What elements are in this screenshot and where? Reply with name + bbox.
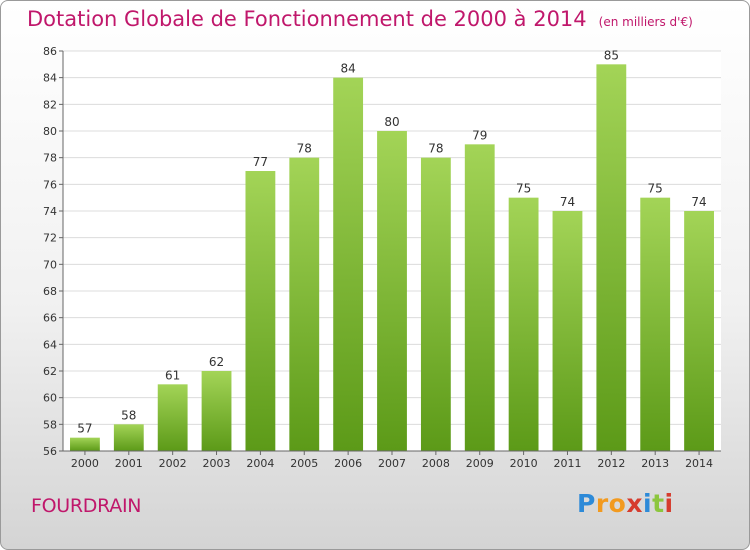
- bar-2000: [70, 437, 100, 451]
- logo-letter: t: [652, 489, 665, 518]
- y-tick-label: 76: [43, 178, 57, 191]
- x-tick-label: 2000: [71, 457, 99, 470]
- y-tick-label: 70: [43, 258, 57, 271]
- bar-2010: [508, 197, 539, 451]
- x-tick-label: 2009: [466, 457, 494, 470]
- data-label: 61: [165, 368, 180, 382]
- x-tick-label: 2010: [510, 457, 538, 470]
- x-tick-label: 2014: [685, 457, 713, 470]
- logo-letter: o: [608, 489, 627, 518]
- logo-letter: P: [577, 489, 596, 518]
- bar-2005: [289, 157, 320, 451]
- y-tick-label: 62: [43, 365, 57, 378]
- data-label: 75: [516, 182, 531, 196]
- y-tick-label: 78: [43, 152, 57, 165]
- axis-layer: 56 58 60 62 64 66 68 70 72 74 76 78 80 82 84 86 2000 2001…: [43, 45, 721, 470]
- data-label: 84: [340, 62, 355, 76]
- x-tick-label: 2003: [203, 457, 231, 470]
- x-tick-label: 2011: [553, 457, 581, 470]
- commune-name: FOURDRAIN: [31, 495, 142, 517]
- y-tick-label: 56: [43, 445, 57, 458]
- bar-2013: [640, 197, 671, 451]
- x-tick-label: 2005: [290, 457, 318, 470]
- x-tick-label: 2004: [246, 457, 274, 470]
- bar-2007: [377, 131, 407, 451]
- y-tick-label: 84: [43, 72, 57, 85]
- y-tick-label: 66: [43, 312, 57, 325]
- x-tick-label: 2013: [641, 457, 669, 470]
- data-label: 62: [209, 355, 224, 369]
- data-label: 74: [691, 195, 706, 209]
- bar-2011: [552, 211, 583, 451]
- y-tick-label: 68: [43, 285, 57, 298]
- bar-2003: [201, 371, 232, 451]
- data-label: 75: [648, 182, 663, 196]
- logo-letter: i: [643, 489, 653, 518]
- bar-2004: [245, 171, 276, 451]
- y-tick-label: 64: [43, 338, 57, 351]
- chart-title: Dotation Globale de Fonctionnement de 20…: [27, 7, 693, 31]
- label-layer: 57 58 61 62 77 78 84 80 78 79 75 74 85 75 74: [77, 48, 706, 435]
- x-tick-label: 2001: [115, 457, 143, 470]
- y-tick-label: 60: [43, 392, 57, 405]
- y-tick-label: 72: [43, 232, 57, 245]
- title-text: Dotation Globale de Fonctionnement de 20…: [27, 7, 587, 31]
- data-label: 74: [560, 195, 575, 209]
- x-tick-label: 2006: [334, 457, 362, 470]
- y-tick-label: 74: [43, 205, 57, 218]
- bar-2001: [113, 424, 144, 451]
- y-tick-label: 58: [43, 418, 57, 431]
- bar-2006: [333, 77, 364, 452]
- proxiti-logo: Proxiti: [577, 489, 674, 518]
- bar-layer: [70, 64, 714, 452]
- bar-2002: [157, 384, 188, 451]
- logo-letter: r: [595, 489, 609, 518]
- data-label: 77: [253, 155, 268, 169]
- unit-text: (en milliers d'€): [598, 15, 693, 29]
- bar-2008: [420, 157, 451, 451]
- data-label: 79: [472, 128, 487, 142]
- logo-letter: x: [626, 489, 643, 518]
- bar-2012: [596, 64, 627, 452]
- data-label: 78: [297, 142, 312, 156]
- data-label: 57: [77, 422, 92, 436]
- data-label: 80: [384, 115, 399, 129]
- logo-letter: i: [664, 489, 674, 518]
- data-label: 78: [428, 142, 443, 156]
- x-tick-label: 2012: [597, 457, 625, 470]
- x-tick-label: 2002: [159, 457, 187, 470]
- x-tick-label: 2007: [378, 457, 406, 470]
- bar-2009: [464, 144, 495, 452]
- y-tick-label: 86: [43, 45, 57, 58]
- x-tick-label: 2008: [422, 457, 450, 470]
- y-tick-label: 82: [43, 98, 57, 111]
- data-label: 85: [604, 48, 619, 62]
- data-label: 58: [121, 408, 136, 422]
- bar-2014: [684, 211, 714, 451]
- y-tick-label: 80: [43, 125, 57, 138]
